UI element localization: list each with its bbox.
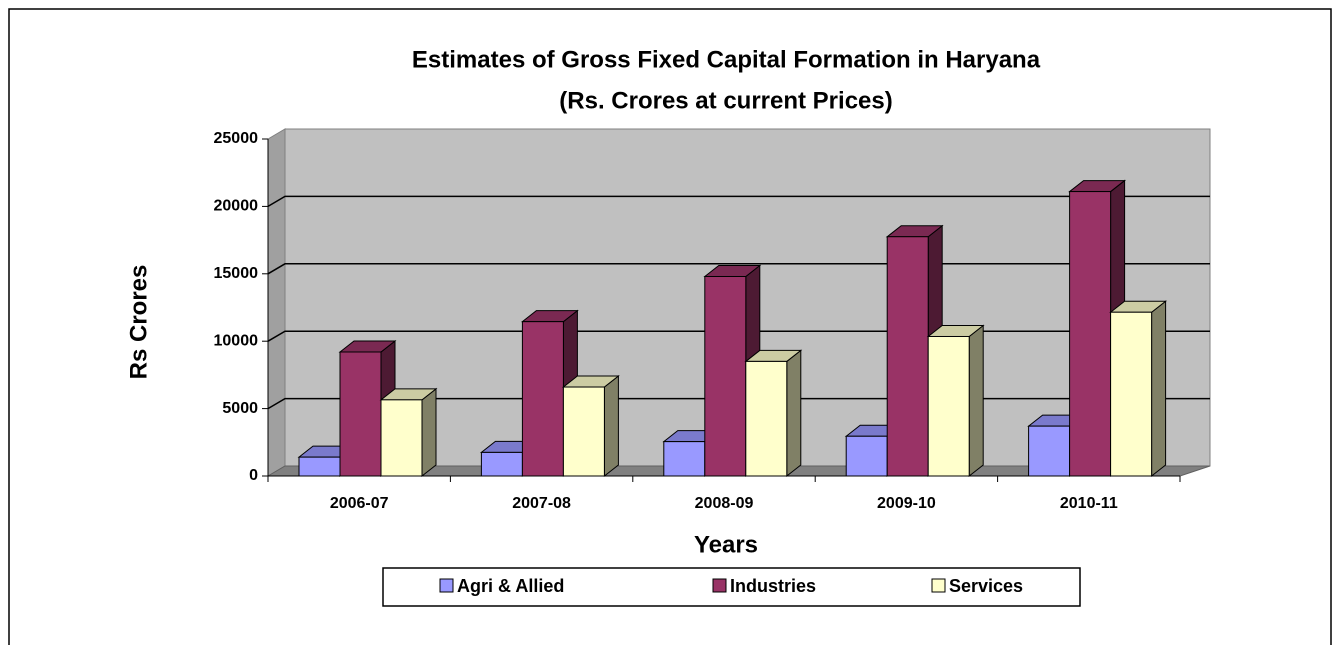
bar	[745, 360, 788, 477]
y-tick-label: 0	[249, 467, 258, 484]
bar	[298, 456, 341, 477]
bar	[380, 399, 423, 477]
legend-label: Services	[949, 576, 1023, 596]
x-tick-label: 2010-11	[1060, 495, 1118, 512]
chart-subtitle: (Rs. Crores at current Prices)	[559, 87, 892, 114]
legend-swatch	[712, 578, 727, 593]
bar	[480, 451, 523, 477]
legend-label: Industries	[730, 576, 816, 596]
x-axis-label: Years	[694, 531, 758, 558]
bar	[1110, 311, 1153, 477]
bar	[1069, 191, 1112, 477]
bar-side	[603, 375, 619, 478]
bar-side	[968, 324, 984, 478]
bar	[927, 335, 970, 477]
legend-swatch	[931, 578, 946, 593]
bar	[886, 236, 929, 477]
bar	[521, 321, 564, 477]
x-tick-label: 2009-10	[877, 495, 936, 512]
y-tick-label: 15000	[214, 265, 259, 282]
grid-line	[267, 195, 1210, 208]
y-tick-label: 20000	[214, 198, 259, 215]
legend-swatch	[439, 578, 454, 593]
bar	[704, 275, 747, 477]
y-tick-label: 5000	[222, 400, 258, 417]
x-tick-label: 2008-09	[695, 495, 754, 512]
bar-side	[1151, 300, 1167, 478]
bar-side	[421, 387, 437, 478]
bar	[845, 435, 888, 477]
y-tick-label: 10000	[214, 332, 259, 349]
bar	[562, 386, 605, 477]
bar	[663, 441, 706, 477]
legend-label: Agri & Allied	[457, 576, 564, 596]
bar	[339, 351, 382, 477]
bar	[1028, 425, 1071, 477]
x-tick-label: 2006-07	[330, 495, 389, 512]
x-tick-label: 2007-08	[512, 495, 571, 512]
chart-title: Estimates of Gross Fixed Capital Formati…	[412, 46, 1041, 73]
legend-box	[382, 567, 1081, 607]
bar-side	[786, 349, 802, 478]
y-tick-label: 25000	[214, 130, 259, 147]
side-wall	[267, 128, 286, 477]
y-axis-label: Rs Crores	[125, 265, 152, 380]
